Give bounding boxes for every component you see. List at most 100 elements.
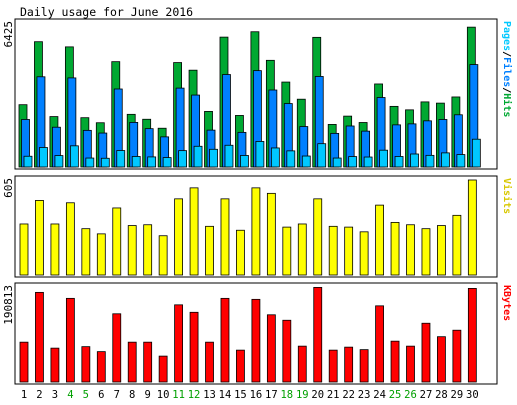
bar-visits-day-21 xyxy=(328,225,338,276)
bar-visits-day-4 xyxy=(65,202,75,276)
bar-visits-day-7 xyxy=(112,207,122,276)
x-label-day-10: 10 xyxy=(157,389,170,401)
x-label-day-5: 5 xyxy=(83,389,89,401)
bar-pages-day-24 xyxy=(379,149,388,168)
bar-visits-day-2 xyxy=(35,200,44,276)
bar-visits-day-19 xyxy=(297,223,307,276)
bar-pages-day-21 xyxy=(332,157,342,168)
bar-kbytes-day-14 xyxy=(220,297,230,383)
bar-visits-day-26 xyxy=(406,224,415,276)
bar-kbytes-day-23 xyxy=(359,349,369,383)
x-label-day-20: 20 xyxy=(311,389,324,401)
bar-kbytes-day-15 xyxy=(236,349,245,383)
bar-kbytes-day-22 xyxy=(344,346,354,383)
bar-kbytes-day-30 xyxy=(467,287,477,383)
bar-visits-day-9 xyxy=(143,224,153,276)
bar-visits-day-17 xyxy=(266,192,276,276)
bar-kbytes-day-10 xyxy=(158,355,168,383)
bar-visits-day-8 xyxy=(127,225,137,276)
bar-kbytes-day-4 xyxy=(65,297,75,383)
bar-kbytes-day-20 xyxy=(313,286,323,383)
x-label-day-18: 18 xyxy=(280,389,293,401)
bar-kbytes-day-1 xyxy=(19,341,29,383)
bar-visits-day-5 xyxy=(81,228,91,276)
bar-kbytes-day-26 xyxy=(406,345,415,383)
bar-pages-day-6 xyxy=(100,157,110,168)
legend-entry-hits-1: / xyxy=(501,51,512,57)
x-axis-labels: 1 2 3 4 5 6 7 8 9 10 11 12 13 14 15 16 17 18 19 20 21 22 23 24 2… xyxy=(21,389,479,401)
x-label-day-25: 25 xyxy=(389,389,402,401)
bar-pages-day-19 xyxy=(301,155,311,168)
bar-pages-day-5 xyxy=(85,157,95,168)
ymax-label-kbytes: 190813 xyxy=(2,285,15,325)
bar-pages-day-25 xyxy=(394,156,404,168)
bar-kbytes-day-13 xyxy=(205,341,214,383)
bar-pages-day-12 xyxy=(193,145,203,168)
bar-pages-day-1 xyxy=(23,155,33,168)
bar-pages-day-22 xyxy=(348,156,358,168)
legend-hits: Pages/Files/Hits xyxy=(501,21,513,117)
panel-kbytes: 190813 KBytes xyxy=(2,282,512,385)
bar-visits-day-23 xyxy=(359,231,369,276)
bar-pages-day-13 xyxy=(209,148,218,168)
bar-pages-day-7 xyxy=(116,150,126,168)
bar-kbytes-day-12 xyxy=(189,311,199,383)
bar-visits-day-13 xyxy=(205,225,214,276)
bar-pages-day-10 xyxy=(162,157,172,168)
bar-pages-day-15 xyxy=(240,155,249,168)
bar-kbytes-day-17 xyxy=(266,314,276,383)
x-label-day-13: 13 xyxy=(203,389,216,401)
x-label-day-12: 12 xyxy=(188,389,201,401)
bar-visits-day-28 xyxy=(437,225,446,276)
bar-visits-day-18 xyxy=(282,226,292,276)
legend-entry-hits-2: Files xyxy=(501,57,513,87)
bar-pages-day-14 xyxy=(224,144,234,168)
bar-pages-day-23 xyxy=(363,156,373,168)
x-label-day-1: 1 xyxy=(21,389,27,401)
panel-hits: 6425 Pages/Files/Hits xyxy=(2,18,513,170)
x-label-day-22: 22 xyxy=(342,389,355,401)
bar-visits-day-6 xyxy=(96,233,106,276)
bar-pages-day-29 xyxy=(456,154,466,168)
bar-kbytes-day-9 xyxy=(143,341,153,383)
x-label-day-3: 3 xyxy=(52,389,58,401)
x-label-day-4: 4 xyxy=(67,389,73,401)
x-label-day-17: 17 xyxy=(265,389,278,401)
bar-kbytes-day-25 xyxy=(390,340,400,383)
x-label-day-28: 28 xyxy=(435,389,448,401)
bar-pages-day-11 xyxy=(178,150,188,168)
legend-entry-hits-4: Hits xyxy=(501,93,513,117)
bar-visits-day-22 xyxy=(344,226,354,276)
bar-kbytes-day-3 xyxy=(50,347,60,383)
bar-pages-day-8 xyxy=(131,156,141,168)
x-label-day-7: 7 xyxy=(114,389,120,401)
legend-entry-visits-0: Visits xyxy=(501,178,513,214)
panel-visits: 605 Visits xyxy=(2,175,513,278)
bar-kbytes-day-24 xyxy=(375,305,384,383)
bar-kbytes-day-2 xyxy=(35,291,44,383)
x-label-day-15: 15 xyxy=(234,389,247,401)
x-label-day-14: 14 xyxy=(219,389,232,401)
x-label-day-21: 21 xyxy=(327,389,340,401)
ymax-label-visits: 605 xyxy=(2,178,15,198)
x-label-day-9: 9 xyxy=(145,389,151,401)
bar-visits-day-15 xyxy=(236,229,245,276)
ymax-label-hits: 6425 xyxy=(2,21,15,48)
bar-pages-day-26 xyxy=(410,153,419,168)
bar-pages-day-9 xyxy=(147,156,157,168)
bar-visits-day-12 xyxy=(189,187,199,276)
legend-entry-hits-0: Pages xyxy=(501,21,512,51)
bar-pages-day-4 xyxy=(69,145,79,168)
x-label-day-11: 11 xyxy=(172,389,185,401)
bar-pages-day-30 xyxy=(471,138,481,168)
legend-entry-kbytes-0: KBytes xyxy=(501,285,512,321)
bar-pages-day-2 xyxy=(39,147,48,168)
bar-pages-day-28 xyxy=(441,152,450,168)
bar-pages-day-16 xyxy=(255,141,265,168)
bar-visits-day-25 xyxy=(390,221,400,276)
bar-kbytes-day-21 xyxy=(328,349,338,383)
x-label-day-6: 6 xyxy=(98,389,104,401)
bar-visits-day-20 xyxy=(313,198,323,276)
x-label-day-27: 27 xyxy=(420,389,433,401)
